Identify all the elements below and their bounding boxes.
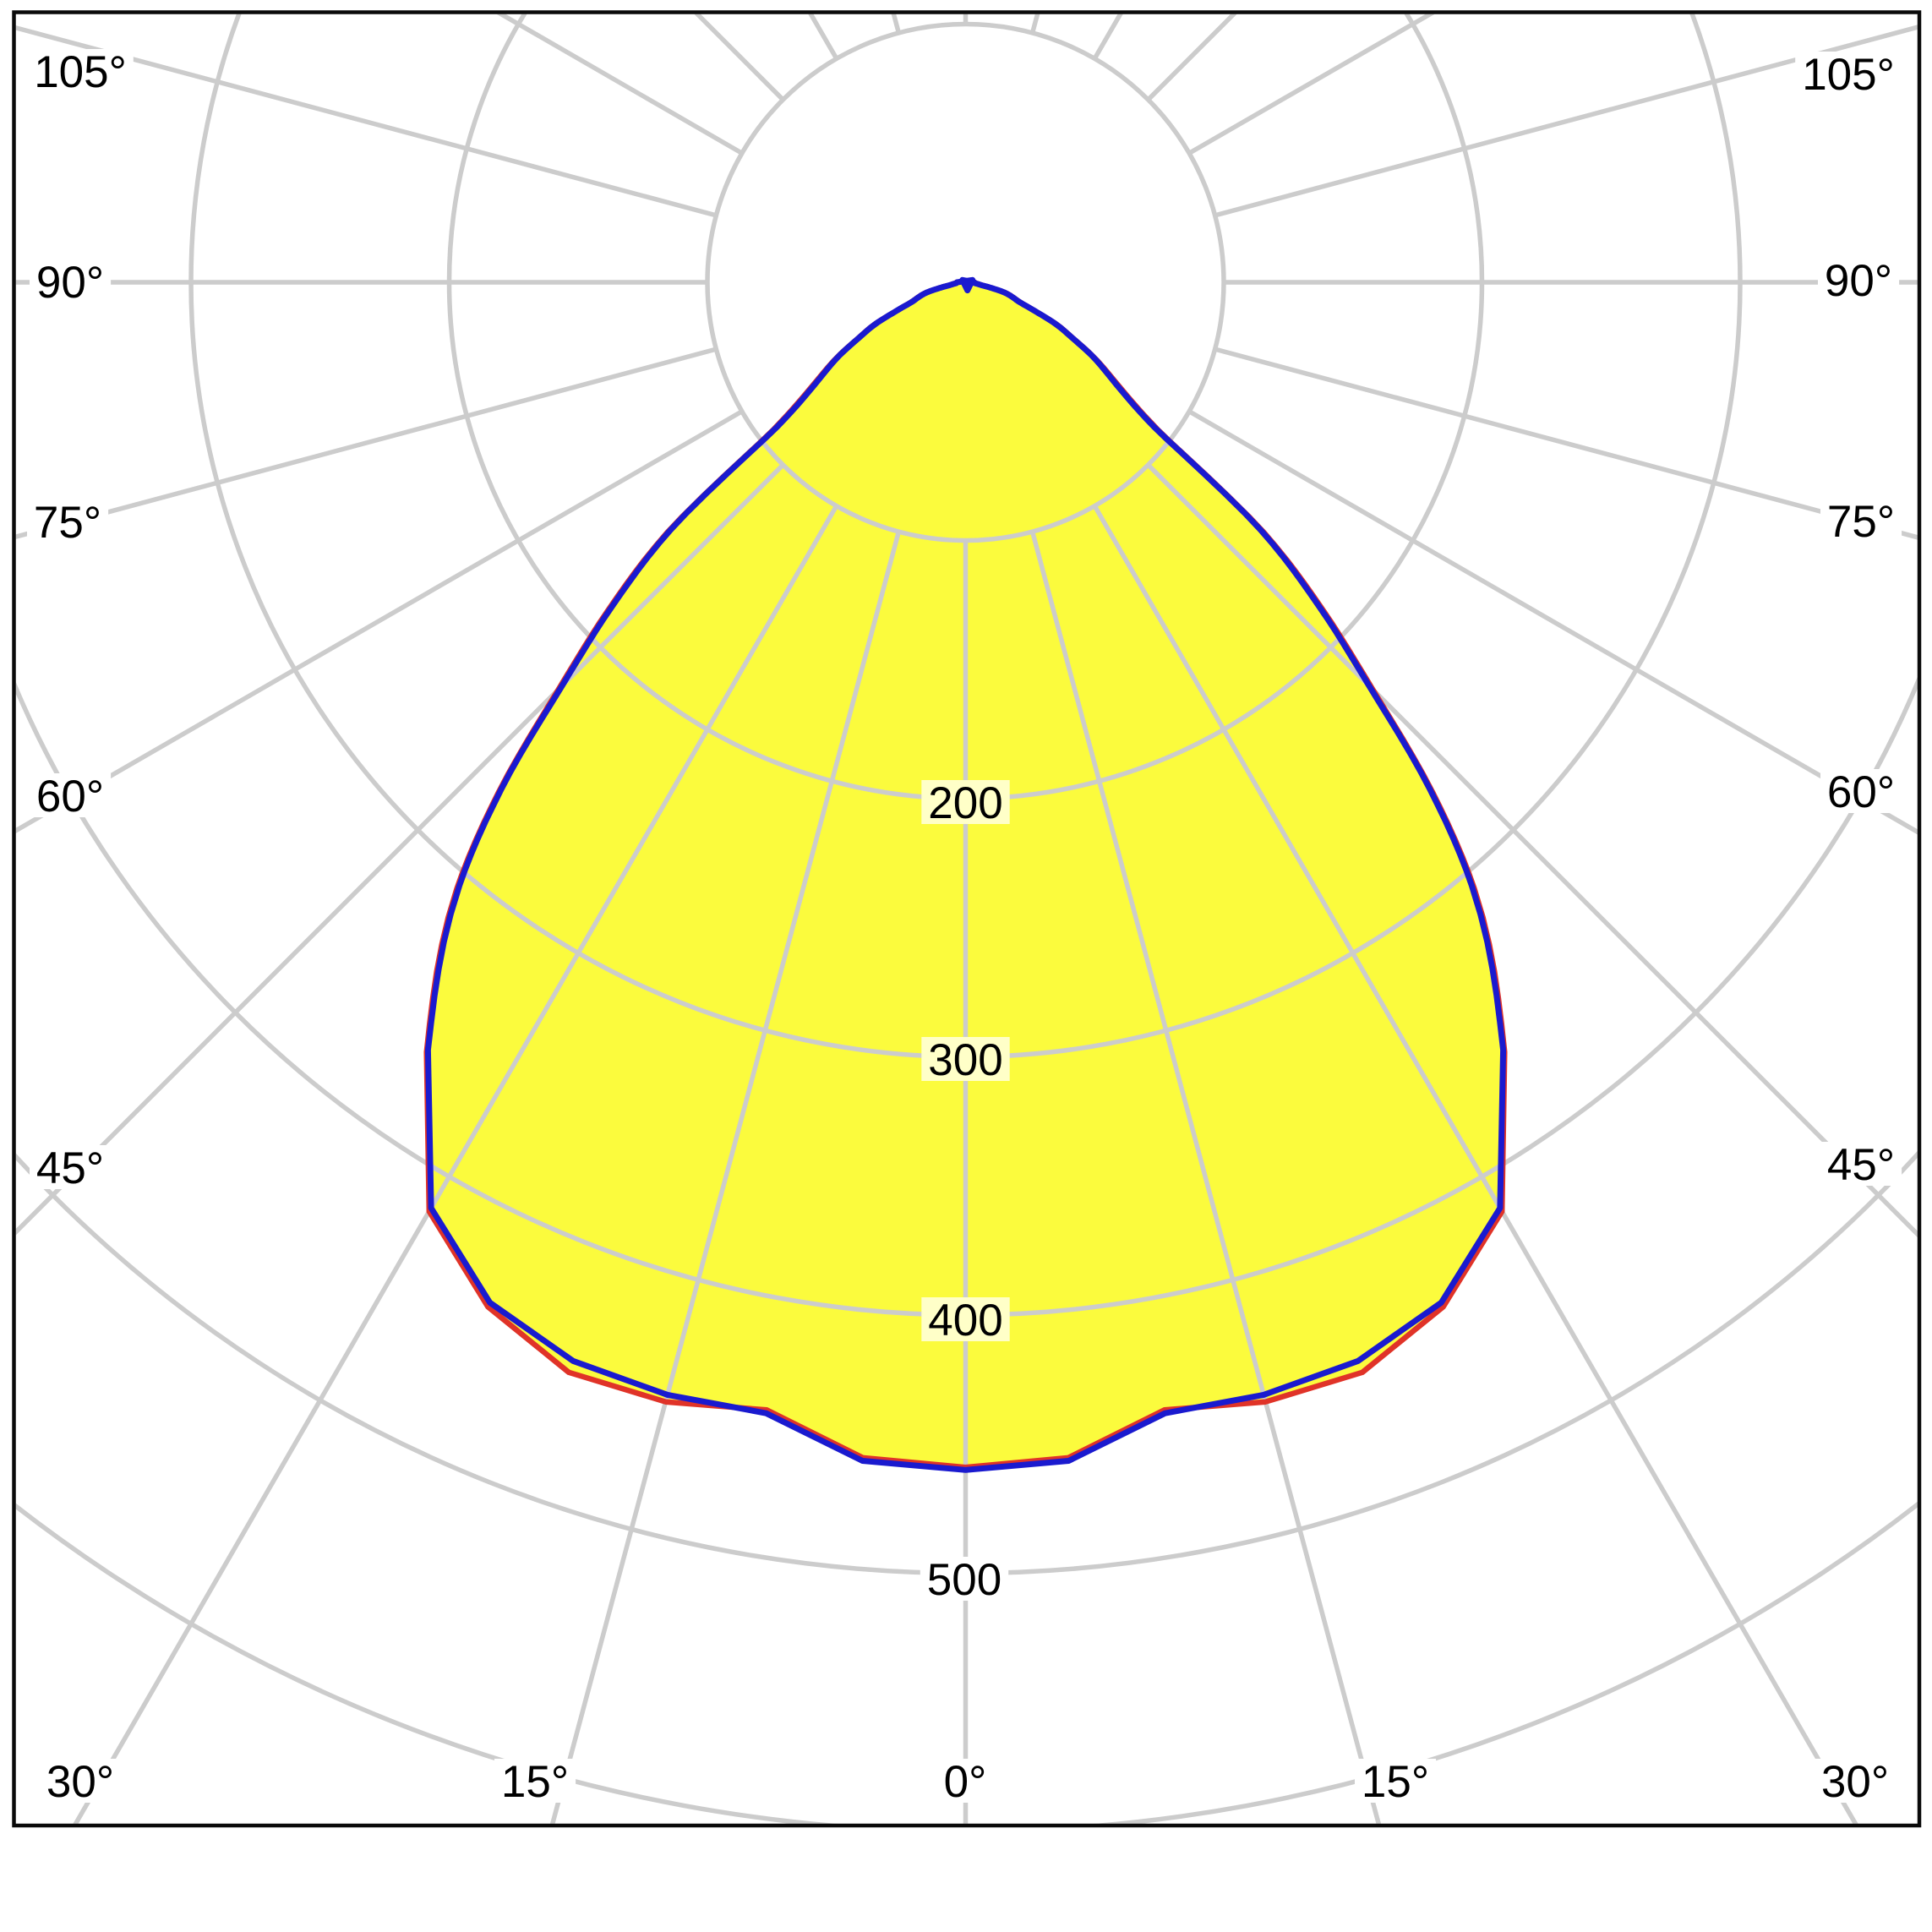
svg-text:45°: 45° [1827,1140,1895,1190]
svg-text:200: 200 [928,778,1002,828]
svg-text:90°: 90° [1825,256,1892,306]
svg-text:90°: 90° [36,258,104,308]
svg-text:60°: 60° [1827,767,1895,817]
svg-text:60°: 60° [36,772,104,821]
svg-text:400: 400 [928,1296,1002,1345]
svg-text:105°: 105° [1802,50,1895,100]
svg-text:500: 500 [927,1555,1001,1605]
svg-text:300: 300 [928,1035,1002,1085]
svg-text:30°: 30° [46,1757,114,1807]
svg-text:15°: 15° [1362,1757,1429,1807]
svg-text:105°: 105° [34,47,127,97]
svg-text:30°: 30° [1821,1757,1889,1807]
svg-text:75°: 75° [34,498,101,548]
svg-text:75°: 75° [1827,497,1895,547]
svg-text:0°: 0° [944,1757,987,1807]
svg-text:15°: 15° [501,1757,569,1807]
svg-text:45°: 45° [36,1143,104,1193]
